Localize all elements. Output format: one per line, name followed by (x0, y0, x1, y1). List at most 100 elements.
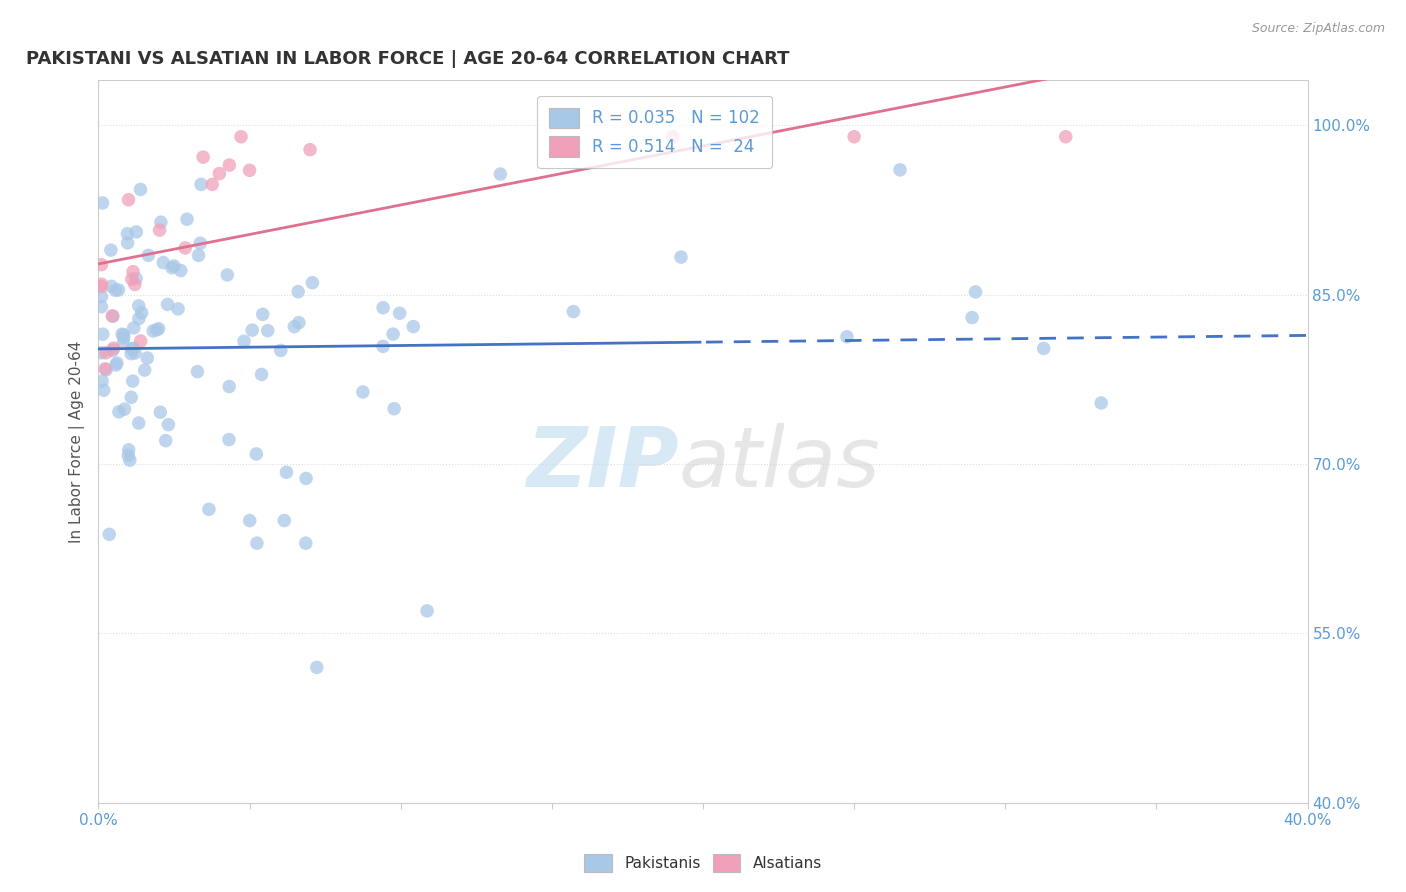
Point (122, 342, 145, 356)
Point (90, 300, 112, 314)
Point (125, 225, 148, 239)
Point (188, 236, 211, 251)
Point (100, 279, 122, 293)
Point (218, 158, 240, 172)
Point (416, 604, 439, 618)
Point (669, 250, 692, 264)
Point (90, 277, 112, 292)
Point (174, 241, 197, 255)
Point (120, 346, 142, 360)
Point (250, 368, 273, 382)
Point (1054, 129, 1077, 144)
Point (148, 322, 170, 336)
Point (114, 402, 136, 417)
Legend: Pakistanis, Alsatians: Pakistanis, Alsatians (576, 846, 830, 880)
Point (112, 336, 135, 351)
Text: ZIP: ZIP (526, 423, 679, 504)
Point (186, 365, 208, 379)
Point (101, 309, 124, 323)
Point (98, 527, 121, 541)
Point (117, 227, 139, 241)
Point (112, 330, 135, 344)
Point (217, 268, 239, 282)
Point (91, 196, 114, 211)
Point (112, 327, 135, 342)
Point (844, 129, 866, 144)
Point (965, 285, 987, 299)
Point (121, 342, 143, 356)
Point (117, 193, 139, 207)
Point (103, 341, 125, 355)
Point (170, 263, 193, 277)
Point (124, 346, 146, 360)
Point (105, 356, 128, 370)
Point (122, 321, 145, 335)
Point (120, 390, 142, 404)
Point (287, 285, 309, 299)
Legend: R = 0.035   N = 102, R = 0.514   N =  24: R = 0.035 N = 102, R = 0.514 N = 24 (537, 95, 772, 169)
Text: PAKISTANI VS ALSATIAN IN LABOR FORCE | AGE 20-64 CORRELATION CHART: PAKISTANI VS ALSATIAN IN LABOR FORCE | A… (25, 50, 789, 68)
Point (124, 277, 146, 292)
Point (138, 248, 160, 262)
Point (489, 167, 512, 181)
Point (148, 223, 170, 237)
Point (299, 143, 322, 157)
Point (283, 319, 305, 334)
Point (125, 271, 148, 285)
Point (239, 163, 262, 178)
Point (93, 383, 115, 397)
Point (121, 374, 143, 388)
Point (273, 514, 295, 528)
Point (233, 334, 256, 348)
Point (661, 129, 683, 144)
Y-axis label: In Labor Force | Age 20-64: In Labor Force | Age 20-64 (69, 341, 84, 542)
Point (118, 442, 141, 457)
Point (1090, 396, 1112, 410)
Point (128, 416, 150, 430)
Point (294, 536, 316, 550)
Point (145, 323, 167, 337)
Point (208, 167, 231, 181)
Point (889, 162, 911, 177)
Point (90, 346, 112, 360)
Point (371, 301, 394, 315)
Point (295, 471, 318, 485)
Point (121, 272, 143, 286)
Point (90, 258, 112, 272)
Point (201, 178, 224, 192)
Point (382, 401, 405, 416)
Point (388, 306, 411, 320)
Point (270, 343, 292, 358)
Point (129, 334, 152, 348)
Point (156, 297, 179, 311)
Point (91, 374, 114, 388)
Point (1032, 342, 1054, 356)
Point (101, 343, 124, 358)
Point (101, 309, 124, 323)
Point (108, 405, 131, 419)
Point (167, 301, 190, 316)
Point (191, 150, 214, 164)
Point (229, 129, 252, 144)
Point (128, 299, 150, 313)
Point (149, 215, 172, 229)
Point (305, 660, 328, 674)
Point (122, 265, 145, 279)
Point (90, 290, 112, 304)
Point (835, 330, 858, 344)
Point (256, 324, 278, 338)
Point (142, 324, 165, 338)
Point (252, 307, 274, 321)
Text: atlas: atlas (679, 423, 880, 504)
Point (131, 306, 153, 320)
Point (218, 433, 240, 447)
Point (218, 379, 240, 393)
Point (240, 323, 263, 337)
Point (128, 311, 150, 326)
Point (176, 212, 198, 227)
Point (107, 283, 129, 297)
Point (136, 351, 159, 365)
Point (129, 182, 152, 196)
Point (94, 361, 117, 376)
Point (190, 178, 212, 192)
